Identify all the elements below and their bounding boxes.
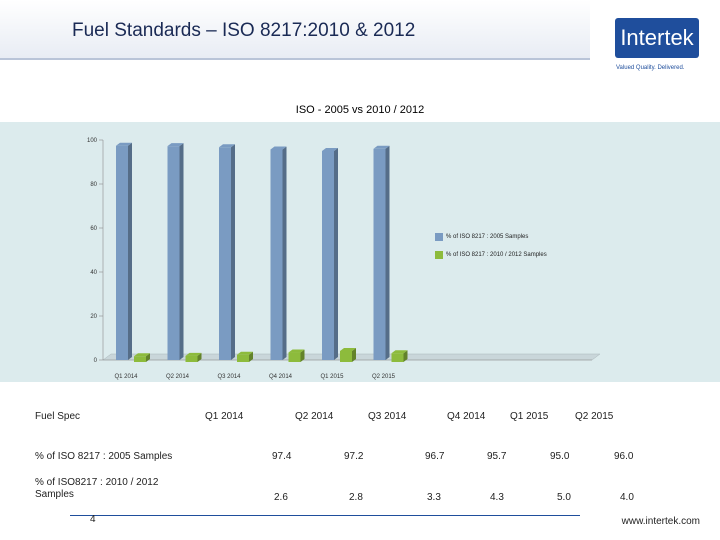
bar-2005-side	[282, 146, 287, 360]
x-tick-label: Q1 2015	[320, 374, 344, 380]
bar-2005-side	[128, 142, 132, 360]
y-tick-label: 40	[90, 270, 97, 276]
table-cell: 96.0	[614, 451, 634, 462]
bar-2010-2012	[134, 356, 146, 362]
table-col-header: Q4 2014	[447, 411, 486, 422]
table-col-header: Q1 2015	[510, 411, 549, 422]
bar-2010-2012-side	[300, 349, 305, 362]
table-cell: 4.0	[620, 492, 634, 503]
bar-2005-top	[167, 143, 184, 147]
page-number: 4	[90, 514, 96, 525]
bar-2005-side	[179, 143, 184, 360]
bar-2005-side	[385, 145, 390, 360]
title-bar	[0, 0, 590, 60]
table-cell: 4.3	[490, 492, 504, 503]
bar-2010-2012	[340, 351, 352, 362]
bar-2010-2012-top	[237, 351, 253, 355]
bar-2005	[116, 145, 128, 360]
x-tick-label: Q4 2014	[269, 374, 293, 380]
bar-2010-2012-side	[197, 352, 202, 362]
legend-label-2010-2012: % of ISO 8217 : 2010 / 2012 Samples	[446, 252, 547, 258]
y-tick-label: 80	[90, 182, 97, 188]
bar-2010-2012-side	[146, 353, 150, 362]
table-row-label: % of ISO8217 : 2010 / 2012 Samples	[35, 477, 159, 500]
footer-url: www.intertek.com	[621, 516, 700, 527]
bar-2005-top	[373, 145, 390, 149]
bar-2010-2012-top	[134, 353, 150, 357]
table-col-header: Q2 2015	[575, 411, 614, 422]
x-tick-label: Q2 2014	[166, 374, 190, 380]
bar-2005	[219, 147, 231, 360]
legend-label-2005: % of ISO 8217 : 2005 Samples	[446, 234, 529, 240]
bar-chart: 0 20 40 60 80 100 Q1 2014 Q2 2014 Q3 2014 Q4 2014…	[87, 138, 601, 380]
data-table: Fuel Spec Q1 2014 Q2 2014 Q3 2014 Q4 201…	[0, 397, 720, 509]
table-cell: 97.2	[344, 451, 364, 462]
table-cell: 96.7	[425, 451, 445, 462]
bar-2010-2012-top	[391, 350, 408, 354]
legend-item-2010-2012: % of ISO 8217 : 2010 / 2012 Samples	[435, 246, 547, 264]
chart-title: ISO - 2005 vs 2010 / 2012	[295, 104, 425, 116]
bar-2005-top	[322, 148, 338, 151]
bar-2010-2012-side	[249, 351, 253, 362]
bar-2005-side	[231, 144, 235, 360]
table-row-label: % of ISO 8217 : 2005 Samples	[35, 451, 173, 462]
table-cell: 95.7	[487, 451, 507, 462]
x-tick-label: Q3 2014	[217, 374, 241, 380]
bar-2010-2012-top	[185, 352, 202, 356]
y-tick-label: 20	[90, 314, 97, 320]
bar-2005-top	[270, 146, 287, 150]
bar-2010-2012	[391, 353, 404, 362]
x-tick-label: Q2 2015	[372, 374, 396, 380]
table-cell: 97.4	[272, 451, 292, 462]
table-col-header: Q2 2014	[295, 411, 334, 422]
table-cell: 5.0	[557, 492, 571, 503]
table-col-header: Q1 2014	[205, 411, 244, 422]
bar-2010-2012-top	[288, 349, 305, 353]
y-tick-label: 100	[87, 138, 98, 144]
bar-2005	[373, 148, 386, 360]
bar-2010-2012-side	[352, 348, 356, 362]
legend-swatch-2005	[435, 233, 443, 241]
bar-2005-side	[334, 148, 338, 360]
bar-2005-top	[116, 142, 132, 146]
table-cell: 2.6	[274, 492, 288, 503]
bar-2005-top	[219, 144, 235, 148]
bar-2010-2012	[288, 352, 301, 362]
bar-2010-2012	[185, 355, 198, 362]
intertek-logo: Intertek	[615, 18, 699, 58]
bar-2010-2012-top	[340, 348, 356, 351]
table-col-header: Q3 2014	[368, 411, 407, 422]
legend-item-2005: % of ISO 8217 : 2005 Samples	[435, 228, 547, 246]
y-tick-label: 0	[94, 358, 98, 364]
table-cell: 3.3	[427, 492, 441, 503]
x-tick-label: Q1 2014	[114, 374, 138, 380]
chart-legend: % of ISO 8217 : 2005 Samples % of ISO 82…	[435, 228, 547, 264]
table-cell: 2.8	[349, 492, 363, 503]
y-tick-label: 60	[90, 226, 97, 232]
bar-2005	[322, 151, 334, 360]
bar-2005	[270, 149, 283, 360]
table-cell: 95.0	[550, 451, 570, 462]
table-header-label: Fuel Spec	[35, 411, 81, 422]
footer-divider	[70, 515, 580, 516]
bar-2005	[167, 146, 180, 360]
bar-2010-2012-side	[403, 350, 408, 362]
logo-tagline: Valued Quality. Delivered.	[616, 65, 685, 71]
page-title: Fuel Standards – ISO 8217:2010 & 2012	[72, 20, 416, 41]
legend-swatch-2010-2012	[435, 251, 443, 259]
bar-2010-2012	[237, 354, 249, 362]
